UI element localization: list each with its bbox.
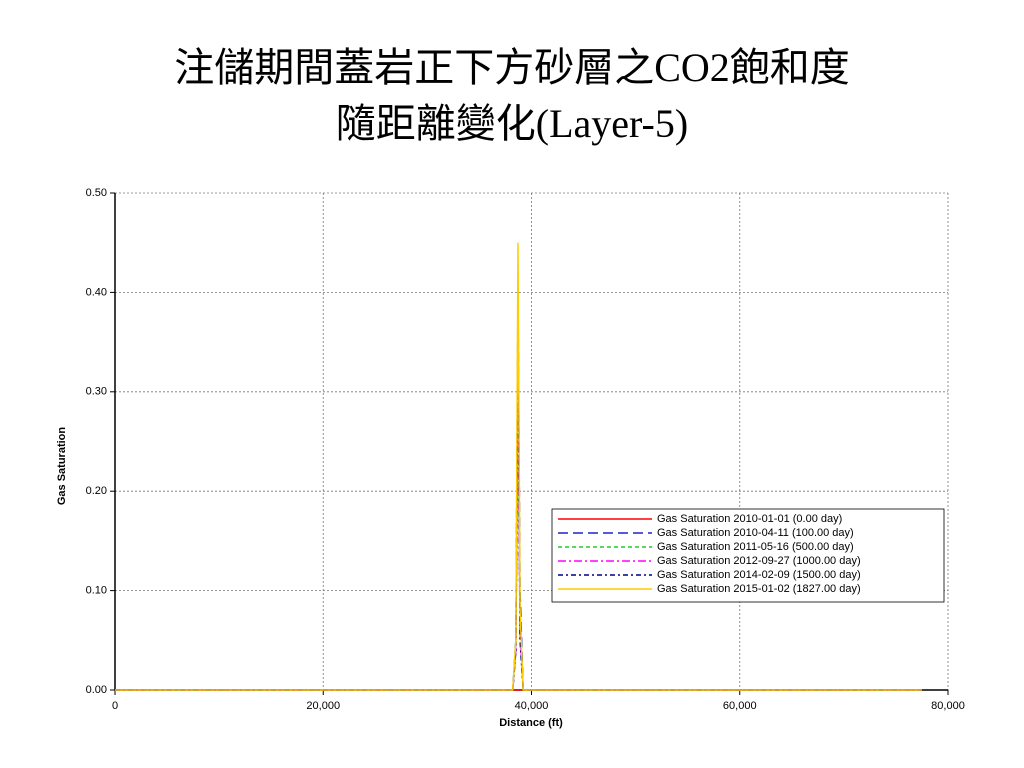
chart-title: 隨距離變化(Layer-5): [336, 101, 688, 146]
y-tick-label: 0.20: [86, 485, 107, 497]
legend-box: [551, 508, 945, 603]
y-axis-label: Gas Saturation: [56, 427, 68, 506]
x-tick-label: 80,000: [931, 700, 965, 712]
legend-label: Gas Saturation 2012-09-27 (1000.00 day): [657, 555, 861, 567]
x-tick-label: 40,000: [515, 700, 549, 712]
legend-label: Gas Saturation 2011-05-16 (500.00 day): [657, 541, 854, 553]
data-line: [115, 242, 922, 691]
y-tick-label: 0.50: [86, 187, 107, 199]
legend-label: Gas Saturation 2010-01-01 (0.00 day): [657, 513, 842, 525]
x-tick-label: 20,000: [306, 700, 340, 712]
x-tick-label: 0: [112, 700, 118, 712]
x-tick-label: 60,000: [723, 700, 757, 712]
legend-label: Gas Saturation 2014-02-09 (1500.00 day): [657, 569, 861, 581]
chart-title: 注儲期間蓋岩正下方砂層之CO2飽和度: [174, 45, 850, 90]
y-tick-label: 0.10: [86, 585, 107, 597]
legend-label: Gas Saturation 2010-04-11 (100.00 day): [657, 527, 854, 539]
legend-label: Gas Saturation 2015-01-02 (1827.00 day): [657, 583, 861, 595]
x-axis-label: Distance (ft): [499, 717, 563, 729]
y-tick-label: 0.40: [86, 286, 107, 298]
y-tick-label: 0.30: [86, 386, 107, 398]
y-tick-label: 0.00: [86, 684, 107, 696]
